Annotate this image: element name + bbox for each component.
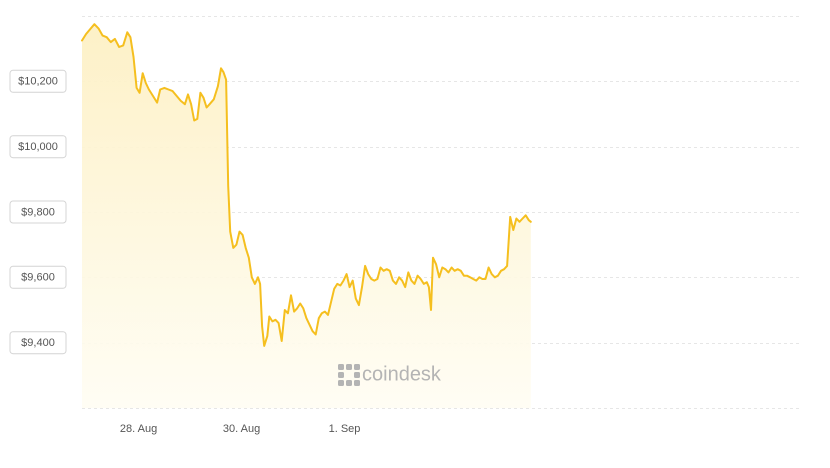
area-fill-layer (82, 24, 531, 408)
coindesk-watermark: coindesk (338, 363, 442, 386)
y-tick-label: $10,000 (9, 135, 67, 159)
y-tick-label: $9,800 (9, 200, 67, 224)
x-tick-label: 28. Aug (120, 423, 157, 435)
y-tick-label-text: $10,200 (18, 76, 58, 88)
y-tick-label-text: $9,400 (21, 337, 55, 349)
logo-cell (354, 372, 360, 378)
y-tick-label-box (9, 200, 67, 224)
y-tick-label-text: $9,800 (21, 206, 55, 218)
y-tick-label-text: $10,000 (18, 141, 58, 153)
logo-cell (338, 372, 344, 378)
coindesk-logo-icon (338, 364, 360, 386)
logo-cell (346, 364, 352, 370)
logo-cell (338, 364, 344, 370)
y-tick-label: $9,400 (9, 331, 67, 355)
x-tick-label: 30. Aug (223, 423, 260, 435)
y-tick-label: $9,600 (9, 265, 67, 289)
series-line-layer (81, 23, 532, 347)
logo-cell (354, 364, 360, 370)
y-tick-label-box (9, 69, 67, 93)
x-tick-label: 1. Sep (329, 423, 361, 435)
y-tick-label-box (9, 265, 67, 289)
y-tick-label-text: $9,600 (21, 272, 55, 284)
y-axis: $9,400 $9,600 $9,800 $10,000 $10,200 (9, 69, 67, 355)
price-line (81, 23, 532, 347)
y-tick-label-box (9, 135, 67, 159)
watermark-text: coindesk (362, 363, 442, 385)
logo-cell (346, 380, 352, 386)
y-tick-label-box (9, 331, 67, 355)
price-area-fill (82, 24, 531, 408)
x-axis: 28. Aug 30. Aug 1. Sep (120, 423, 360, 435)
logo-cell (338, 380, 344, 386)
logo-cell (354, 380, 360, 386)
y-tick-label: $10,200 (9, 69, 67, 93)
